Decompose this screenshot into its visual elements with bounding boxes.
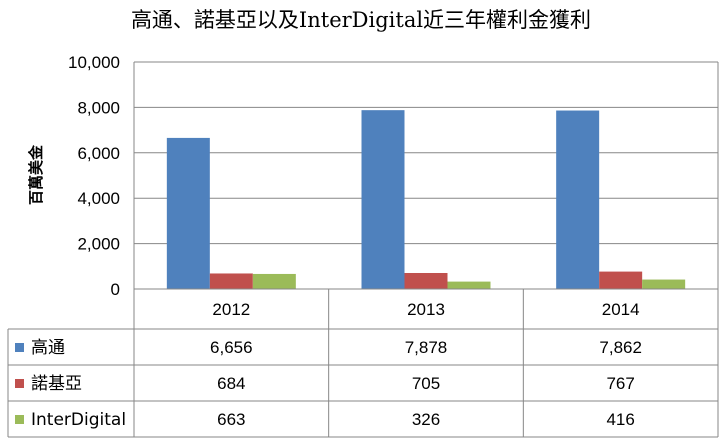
chart-title: 高通、諾基亞以及InterDigital近三年權利金獲利	[131, 8, 591, 32]
y-tick-label: 6,000	[77, 144, 120, 163]
y-tick-label: 10,000	[68, 53, 120, 72]
data-label: 705	[412, 374, 440, 393]
bar	[599, 271, 643, 289]
y-tick-label: 4,000	[77, 189, 120, 208]
x-category-label: 2013	[407, 300, 445, 319]
data-label: 767	[606, 374, 634, 393]
y-tick-label: 0	[111, 280, 120, 299]
data-label: 663	[217, 410, 245, 429]
bar	[209, 273, 253, 289]
data-label: 326	[412, 410, 440, 429]
bar	[361, 110, 405, 289]
legend-entry: InterDigital	[31, 410, 126, 430]
bar	[556, 110, 600, 290]
data-label: 7,862	[599, 338, 642, 357]
data-label: 416	[606, 410, 634, 429]
bar	[642, 279, 686, 289]
legend-key	[15, 415, 24, 424]
legend-entry: 諾基亞	[31, 374, 82, 394]
legend-key	[15, 379, 24, 388]
bar	[404, 272, 448, 289]
legend-entry: 高通	[31, 338, 65, 358]
bar	[252, 273, 296, 289]
data-label: 6,656	[210, 338, 253, 357]
data-label: 684	[217, 374, 245, 393]
legend-key	[15, 343, 24, 352]
data-label: 7,878	[405, 338, 448, 357]
bar	[166, 137, 210, 289]
bar	[447, 281, 491, 289]
x-category-label: 2014	[602, 300, 640, 319]
y-tick-label: 8,000	[77, 98, 120, 117]
y-tick-label: 2,000	[77, 235, 120, 254]
y-axis-label: 百萬美金	[27, 144, 45, 205]
x-category-label: 2012	[212, 300, 250, 319]
